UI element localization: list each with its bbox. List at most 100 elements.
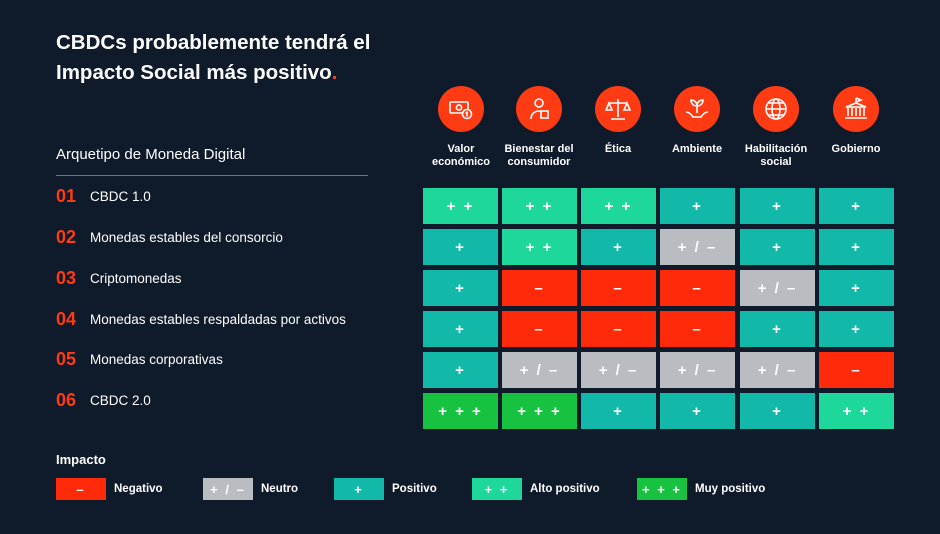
- matrix-cell: + / –: [502, 352, 577, 388]
- matrix-cell: + / –: [660, 229, 735, 265]
- row-label: 05 Monedas corporativas: [56, 349, 223, 369]
- title-line-2-text: Impacto Social más positivo: [56, 61, 332, 84]
- row-number: 05: [56, 348, 77, 369]
- matrix-cell: +: [819, 311, 894, 347]
- matrix-cell: –: [819, 352, 894, 388]
- column-label: Valor económico: [432, 143, 490, 169]
- matrix-cell: + / –: [581, 352, 656, 388]
- row-label: 01 CBDC 1.0: [56, 186, 151, 206]
- column-label: Bienestar del consumidor: [504, 143, 573, 169]
- row-label: 04 Monedas estables respaldadas por activ…: [56, 309, 346, 329]
- matrix-cell: –: [581, 311, 656, 347]
- column-label-line: Habilitación: [744, 143, 808, 155]
- matrix-cell: –: [581, 270, 656, 306]
- matrix-cell: + +: [819, 393, 894, 429]
- matrix-cell: +: [423, 311, 498, 347]
- column-label-line: económico: [431, 156, 491, 168]
- money-coin-icon: [438, 86, 484, 132]
- legend-swatch: + +: [472, 478, 522, 500]
- title-line-2: Impacto Social más positivo.: [56, 58, 436, 88]
- legend-swatch: + / –: [203, 478, 253, 500]
- column-header: Ambiente: [657, 86, 737, 156]
- row-text: Criptomonedas: [90, 270, 182, 286]
- matrix-cell: +: [740, 393, 815, 429]
- matrix-cell: +: [819, 188, 894, 224]
- matrix-cell: –: [660, 311, 735, 347]
- matrix-cell: –: [660, 270, 735, 306]
- column-header: Valor económico: [421, 86, 501, 169]
- matrix-cell: +: [819, 270, 894, 306]
- matrix-cell: + + +: [423, 393, 498, 429]
- matrix-cell: + +: [502, 229, 577, 265]
- legend-label: Alto positivo: [530, 483, 600, 495]
- column-label-line: Ética: [604, 143, 632, 155]
- matrix-cell: + + +: [502, 393, 577, 429]
- matrix-cell: +: [581, 393, 656, 429]
- column-label: Gobierno: [832, 143, 881, 156]
- column-label-line: Gobierno: [831, 143, 881, 155]
- plant-hands-icon: [674, 86, 720, 132]
- matrix-cell: +: [740, 188, 815, 224]
- legend-swatch: –: [56, 478, 106, 500]
- row-label: 06 CBDC 2.0: [56, 390, 151, 410]
- row-text: CBDC 1.0: [90, 188, 151, 204]
- row-header-label: Arquetipo de Moneda Digital: [56, 146, 246, 163]
- matrix-cell: +: [581, 229, 656, 265]
- matrix-cell: –: [502, 270, 577, 306]
- legend-item: + + Alto positivo: [472, 478, 600, 500]
- column-label: Ambiente: [672, 143, 722, 156]
- column-header: Ética: [578, 86, 658, 156]
- legend-label: Positivo: [392, 483, 437, 495]
- legend-swatch: +: [334, 478, 384, 500]
- column-label: Habilitación social: [745, 143, 807, 169]
- column-label: Ética: [605, 143, 631, 156]
- row-number: 03: [56, 267, 77, 288]
- matrix-cell: +: [819, 229, 894, 265]
- globe-icon: [753, 86, 799, 132]
- matrix-cell: +: [740, 311, 815, 347]
- matrix-cell: +: [423, 229, 498, 265]
- row-number: 04: [56, 308, 77, 329]
- matrix-cell: + / –: [740, 352, 815, 388]
- matrix-cell: + +: [423, 188, 498, 224]
- consumer-icon: [516, 86, 562, 132]
- scales-icon: [595, 86, 641, 132]
- row-text: CBDC 2.0: [90, 392, 151, 408]
- legend-item: – Negativo: [56, 478, 163, 500]
- column-label-line: social: [760, 156, 792, 168]
- column-label-line: Ambiente: [671, 143, 723, 155]
- row-label: 02 Monedas estables del consorcio: [56, 227, 283, 247]
- legend-label: Neutro: [261, 483, 299, 495]
- row-header-divider: [56, 175, 368, 176]
- legend-title: Impacto: [56, 452, 106, 467]
- row-number: 01: [56, 185, 77, 206]
- page-title: CBDCs probablemente tendrá el Impacto So…: [56, 28, 436, 88]
- column-label-line: consumidor: [507, 156, 571, 168]
- column-label-line: Bienestar del: [504, 143, 574, 155]
- matrix-cell: +: [660, 188, 735, 224]
- legend-label: Negativo: [114, 483, 163, 495]
- row-label: 03 Criptomonedas: [56, 268, 182, 288]
- title-line-1: CBDCs probablemente tendrá el: [56, 31, 371, 54]
- matrix-cell: + / –: [740, 270, 815, 306]
- legend-swatch: + + +: [637, 478, 687, 500]
- row-text: Monedas estables respaldadas por activos: [90, 311, 346, 327]
- row-number: 06: [56, 389, 77, 410]
- column-header: Bienestar del consumidor: [499, 86, 579, 169]
- matrix-cell: + / –: [660, 352, 735, 388]
- title-dot: .: [331, 61, 338, 84]
- legend-item: + + + Muy positivo: [637, 478, 765, 500]
- matrix-cell: +: [423, 352, 498, 388]
- row-text: Monedas corporativas: [90, 351, 223, 367]
- legend-item: + Positivo: [334, 478, 437, 500]
- government-building-icon: [833, 86, 879, 132]
- matrix-cell: +: [660, 393, 735, 429]
- row-number: 02: [56, 226, 77, 247]
- matrix-cell: + +: [502, 188, 577, 224]
- column-header: Gobierno: [816, 86, 896, 156]
- matrix-cell: +: [423, 270, 498, 306]
- matrix-cell: + +: [581, 188, 656, 224]
- row-text: Monedas estables del consorcio: [90, 229, 283, 245]
- column-label-line: Valor: [447, 143, 475, 155]
- legend-label: Muy positivo: [695, 483, 766, 495]
